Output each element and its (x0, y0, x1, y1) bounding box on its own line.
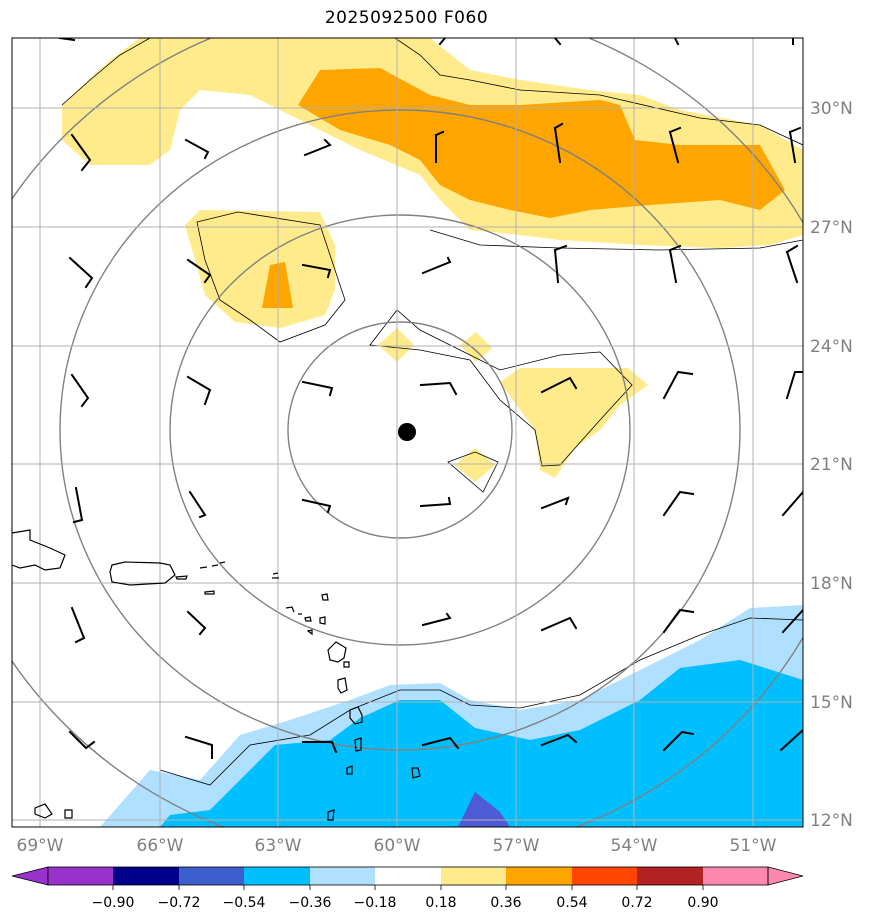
positive-contour-west (185, 210, 335, 328)
contour-lines (61, 38, 803, 786)
colorbar-label: −0.90 (92, 895, 135, 911)
lon-label: 60°W (374, 836, 421, 856)
positive-contour-small-1 (378, 328, 414, 362)
puerto-rico-coast (109, 561, 176, 586)
colorbar-label: 0.36 (490, 895, 521, 911)
lat-label: 30°N (810, 99, 853, 119)
lon-label: 54°W (611, 836, 658, 856)
colorbar-bin (572, 867, 637, 885)
negative-contour-deep-south (458, 792, 510, 827)
colorbar-label: 0.54 (556, 895, 587, 911)
positive-contour-small-3 (455, 448, 495, 482)
colorbar-bin (310, 867, 375, 885)
longitude-labels: 69°W 66°W 63°W 60°W 57°W 54°W 51°W (17, 836, 777, 856)
colorbar-bin (244, 867, 310, 885)
lat-label: 18°N (810, 574, 853, 594)
colorbar-label: −0.18 (354, 895, 397, 911)
lat-label: 15°N (810, 693, 853, 713)
hispaniola-coast (12, 529, 66, 571)
colorbar: −0.90 −0.72 −0.54 −0.36 −0.18 0.18 0.36 … (11, 866, 804, 911)
colorbar-bin (179, 867, 244, 885)
lon-label: 66°W (137, 836, 184, 856)
lat-label: 21°N (810, 455, 853, 475)
latitude-labels: 30°N 27°N 24°N 21°N 18°N 15°N 12°N (810, 99, 853, 831)
lat-label: 12°N (810, 811, 853, 831)
storm-center-dot (398, 423, 416, 441)
lon-label: 51°W (730, 836, 777, 856)
colorbar-extend-high (767, 866, 804, 886)
coastlines (12, 529, 421, 821)
positive-contour-small-2 (460, 332, 492, 362)
range-rings (12, 38, 803, 827)
lon-label: 63°W (255, 836, 302, 856)
colorbar-bin (113, 867, 179, 885)
lat-label: 27°N (810, 218, 853, 238)
colorbar-label: 0.90 (687, 895, 718, 911)
colorbar-bin (703, 867, 768, 885)
colorbar-label: 0.18 (425, 895, 456, 911)
colorbar-bin (48, 867, 113, 885)
lon-label: 69°W (17, 836, 64, 856)
colorbar-bin (441, 867, 506, 885)
colorbar-extend-low (11, 866, 49, 886)
colorbar-label: −0.72 (158, 895, 201, 911)
orange-contour-north (298, 68, 785, 218)
colorbar-label: −0.54 (223, 895, 266, 911)
gridlines (12, 38, 803, 827)
map-area (12, 38, 803, 827)
filled-contours (62, 38, 803, 827)
colorbar-label: −0.36 (289, 895, 332, 911)
colorbar-label: 0.72 (621, 895, 652, 911)
colorbar-bin (637, 867, 703, 885)
lat-label: 24°N (810, 337, 853, 357)
figure-title: 2025092500 F060 (324, 8, 489, 28)
positive-contour-east (500, 368, 648, 478)
colorbar-bin (506, 867, 572, 885)
colorbar-bin (375, 867, 441, 885)
map-frame (11, 37, 804, 828)
lon-label: 57°W (493, 836, 540, 856)
colorbar-frame (47, 866, 769, 886)
